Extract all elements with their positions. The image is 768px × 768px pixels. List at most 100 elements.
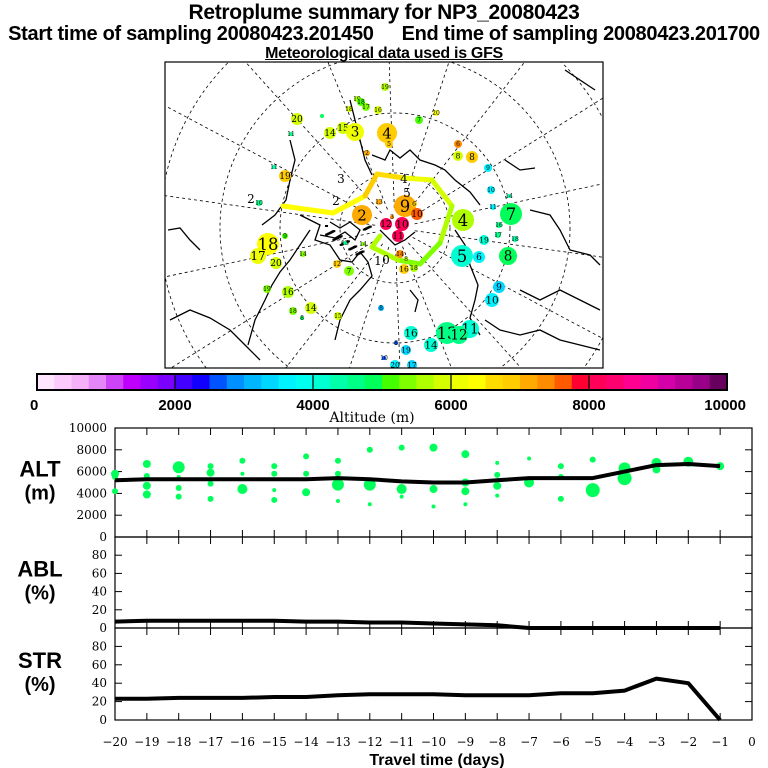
cluster-circle <box>250 248 266 264</box>
plume-segment <box>362 171 380 199</box>
cluster-circle <box>346 123 364 141</box>
altitude-point <box>142 481 151 490</box>
cluster-marker: 18 <box>357 98 365 106</box>
cluster-circle <box>300 316 304 320</box>
island <box>339 243 343 246</box>
cluster-day-label: 7 <box>347 267 352 276</box>
island <box>348 248 352 251</box>
altitude-point <box>240 471 245 476</box>
x-tick-label: −20 <box>102 735 127 749</box>
island <box>325 225 328 227</box>
colorbar-swatch <box>313 374 331 390</box>
cluster-day-label: 8 <box>456 152 461 161</box>
cluster-day-label: 6 <box>412 201 416 208</box>
x-tick-label: −4 <box>616 735 634 749</box>
coastline <box>409 289 419 313</box>
cluster-day-label: 14 <box>324 129 336 139</box>
colorbar-swatch <box>347 374 366 390</box>
cluster-marker: 14 <box>299 251 307 258</box>
cluster-circle <box>394 341 398 345</box>
altitude-point <box>396 484 407 495</box>
cluster-marker: 11 <box>270 164 278 171</box>
cluster-circle <box>507 194 511 198</box>
panel-frame <box>114 536 753 629</box>
altitude-point <box>495 493 500 498</box>
cluster-day-label: 10 <box>255 200 263 207</box>
plume-segment <box>374 171 407 181</box>
cluster-marker: 8 <box>404 256 408 263</box>
plume-segment <box>417 240 443 267</box>
cluster-day-label: 19 <box>381 84 389 91</box>
colorbar-swatch <box>140 374 159 390</box>
y-axis-label: (m) <box>24 483 55 505</box>
x-tick-label: −16 <box>230 735 255 749</box>
coastline <box>247 229 311 346</box>
sampling-times: Start time of sampling 20080423.201450 En… <box>0 23 768 46</box>
plume-segment <box>330 193 368 216</box>
cluster-circle <box>500 203 522 225</box>
colorbar-tick-label: 6000 <box>434 397 467 414</box>
cluster-circle <box>499 247 517 265</box>
cluster-day-label: 6 <box>456 141 460 148</box>
cluster-marker: 10 <box>485 293 499 307</box>
cluster-circle <box>346 106 352 112</box>
colorbar-swatch <box>175 374 193 390</box>
x-tick-label: −12 <box>357 735 382 749</box>
cluster-marker: 17 <box>407 360 417 368</box>
cluster-marker: 19 <box>381 83 389 91</box>
altitude-point <box>495 460 500 465</box>
cluster-marker: 17 <box>250 248 266 264</box>
cluster-day-label: 10 <box>395 219 408 231</box>
cluster-marker: 18 <box>289 307 297 315</box>
cluster-day-label: 16 <box>282 288 294 298</box>
cluster-marker: 19 <box>263 285 271 293</box>
colorbar-label: Altitude (m) <box>328 410 414 426</box>
altitude-point <box>271 463 278 470</box>
colorbar-swatch <box>709 374 728 390</box>
cluster-marker: 10 <box>411 208 423 220</box>
y-tick-label: 20 <box>92 603 107 617</box>
path-day-label: 1 <box>374 254 382 268</box>
cluster-day-label: 9 <box>496 283 502 293</box>
cluster-circle <box>466 151 478 163</box>
altitude-point <box>461 487 470 496</box>
cluster-circle <box>289 132 293 136</box>
y-tick-label: 40 <box>92 585 107 599</box>
x-tick-label: −6 <box>552 735 570 749</box>
cluster-day-label: 17 <box>362 104 370 111</box>
x-tick-label: −3 <box>648 735 666 749</box>
altitude-point <box>237 484 248 495</box>
coastline <box>379 229 416 246</box>
cluster-day-label: 17 <box>250 249 265 263</box>
cluster-marker: 6 <box>411 201 417 208</box>
cluster-day-label: 11 <box>287 131 295 138</box>
colorbar-tick-label: 8000 <box>572 397 605 414</box>
coastline <box>349 99 373 176</box>
cluster-circle <box>410 264 418 272</box>
cluster-day-label: 16 <box>495 222 503 229</box>
y-tick-label: 80 <box>92 548 107 562</box>
cluster-circle <box>374 106 382 114</box>
colorbar-swatch <box>71 374 90 390</box>
colorbar-swatch <box>192 374 210 390</box>
altitude-point <box>207 463 214 470</box>
cluster-marker: 2 <box>352 205 372 225</box>
cluster-circle <box>473 251 485 263</box>
y-tick-label: 0 <box>99 713 107 727</box>
island <box>325 233 329 236</box>
cluster-day-label: 7 <box>506 205 517 224</box>
altitude-point <box>271 496 278 503</box>
y-axis-label: ALT <box>19 457 61 482</box>
cluster-day-label: 8 <box>404 256 408 263</box>
cluster-circle <box>324 127 336 139</box>
cluster-marker: 10 <box>255 200 263 207</box>
map-frame <box>164 61 604 369</box>
cluster-marker: 20 <box>291 113 303 125</box>
altitude-point <box>172 461 185 474</box>
panel-abl: 0 20 40 60 80 ABL(%) <box>17 536 753 635</box>
cluster-marker: 12 <box>380 218 392 230</box>
cluster-circle <box>334 312 342 320</box>
cluster-marker: 4 <box>377 123 397 143</box>
cluster-circle <box>454 140 462 148</box>
